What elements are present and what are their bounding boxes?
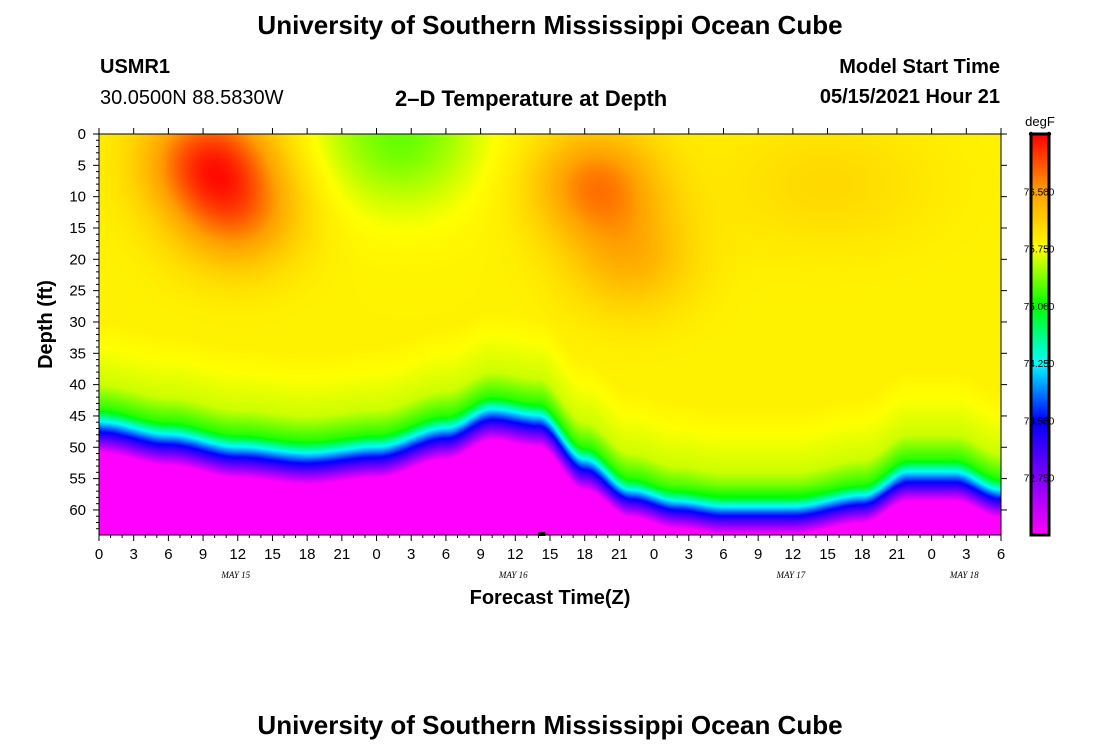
station-id: USMR1	[100, 56, 171, 78]
x-tick-label: 15	[819, 546, 836, 563]
x-tick-label: 0	[927, 546, 935, 563]
colorbar-unit-label: degF	[1025, 114, 1055, 129]
y-tick-label: 45	[69, 408, 86, 425]
y-tick-label: 20	[69, 251, 86, 268]
x-tick-label: 12	[507, 546, 524, 563]
x-tick-label: 12	[785, 546, 802, 563]
colorbar-tick-label: 74.250	[1024, 359, 1055, 370]
x-tick-label: 3	[130, 546, 138, 563]
colorbar-corner-dot	[1046, 131, 1052, 137]
x-tick-label: 3	[962, 546, 970, 563]
x-tick-label: 18	[299, 546, 316, 563]
header-title: University of Southern Mississippi Ocean…	[257, 10, 843, 40]
x-tick-label: 6	[164, 546, 172, 563]
x-tick-label: 21	[334, 546, 351, 563]
y-tick-label: 5	[78, 157, 86, 174]
station-coordinates: 30.0500N 88.5830W	[100, 87, 284, 109]
y-tick-label: 40	[69, 377, 86, 394]
colorbar-tick-label: 75.750	[1024, 245, 1055, 256]
plot-title: 2–D Temperature at Depth	[395, 86, 668, 111]
model-start-value: 05/15/2021 Hour 21	[819, 86, 1000, 108]
x-tick-label: 15	[542, 546, 559, 563]
y-tick-label: 35	[69, 345, 86, 362]
footer-title: University of Southern Mississippi Ocean…	[257, 710, 843, 740]
x-date-label: MAY 17	[775, 570, 805, 580]
forecast-marker	[538, 532, 546, 536]
y-tick-label: 25	[69, 283, 86, 300]
model-start-label: Model Start Time	[839, 56, 1000, 78]
plot-border	[98, 133, 1002, 536]
y-tick-label: 15	[69, 220, 86, 237]
colorbar-corner-dot	[1028, 131, 1034, 137]
x-tick-label: 3	[685, 546, 693, 563]
x-tick-label: 15	[264, 546, 281, 563]
y-tick-label: 60	[69, 502, 86, 519]
x-tick-label: 6	[442, 546, 450, 563]
x-date-label: MAY 18	[949, 570, 979, 580]
x-tick-label: 21	[611, 546, 628, 563]
x-tick-label: 0	[650, 546, 658, 563]
y-tick-label: 50	[69, 439, 86, 456]
x-tick-label: 18	[854, 546, 871, 563]
x-tick-label: 0	[372, 546, 380, 563]
y-tick-label: 0	[78, 126, 86, 143]
y-tick-label: 30	[69, 314, 86, 331]
colorbar-tick-label: 76.500	[1024, 187, 1055, 198]
y-tick-label: 55	[69, 471, 86, 488]
x-tick-label: 6	[719, 546, 727, 563]
x-tick-label: 9	[754, 546, 762, 563]
y-tick-label: 10	[69, 189, 86, 206]
x-tick-label: 3	[407, 546, 415, 563]
x-tick-label: 9	[199, 546, 207, 563]
x-tick-label: 21	[889, 546, 906, 563]
x-date-label: MAY 15	[220, 570, 250, 580]
temperature-heatmap	[99, 134, 1001, 535]
y-axis-title: Depth (ft)	[35, 280, 57, 369]
colorbar-gradient	[1031, 134, 1049, 535]
colorbar-tick-label: 72.750	[1024, 474, 1055, 485]
x-tick-label: 9	[476, 546, 484, 563]
x-tick-label: 12	[229, 546, 246, 563]
x-tick-label: 6	[997, 546, 1005, 563]
colorbar-tick-label: 75.000	[1024, 302, 1055, 313]
x-axis-title: Forecast Time(Z)	[470, 587, 631, 609]
colorbar-border	[1029, 132, 1051, 537]
x-tick-label: 0	[95, 546, 103, 563]
colorbar-tick-label: 73.500	[1024, 416, 1055, 427]
x-date-label: MAY 16	[498, 570, 528, 580]
x-tick-label: 18	[576, 546, 593, 563]
